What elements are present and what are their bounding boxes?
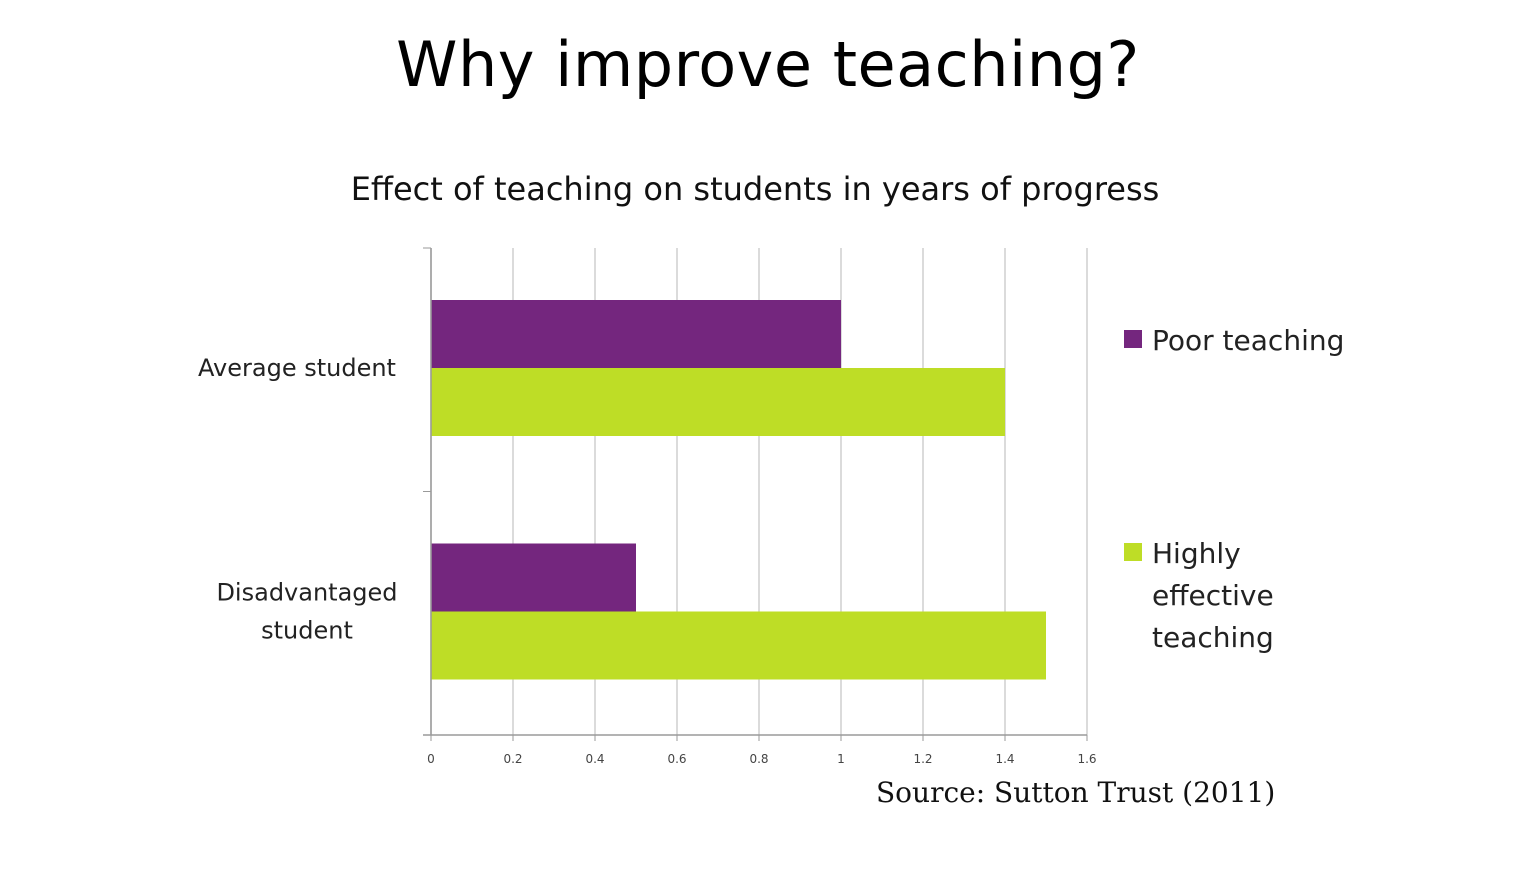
- legend-label: Poor teaching: [1152, 324, 1344, 357]
- x-tick-label: 0.8: [749, 752, 768, 766]
- legend-label: Highly effective teaching: [1152, 537, 1274, 654]
- legend-label-line: teaching: [1152, 621, 1274, 654]
- category-label-line: Average student: [198, 354, 396, 382]
- chart-title: Effect of teaching on students in years …: [350, 170, 1160, 208]
- source-caption: Source: Sutton Trust (2011): [876, 776, 1276, 809]
- legend-swatch: [1124, 543, 1142, 561]
- x-tick-label: 0: [427, 752, 435, 766]
- x-tick-label: 1.4: [995, 752, 1014, 766]
- x-tick-label: 1.6: [1077, 752, 1096, 766]
- bar-poor-0: [431, 300, 841, 368]
- category-label: Disadvantaged student: [216, 579, 397, 645]
- labels: 0 0.2 0.4 0.6 0.8 1 1.2 1.4 1.6 Average student Di…: [198, 354, 1097, 766]
- x-tick-label: 0.4: [585, 752, 604, 766]
- category-label: Average student: [198, 354, 396, 382]
- x-tick-label: 0.6: [667, 752, 686, 766]
- x-tick-label: 0.2: [503, 752, 522, 766]
- bar-effective-1: [431, 611, 1046, 680]
- slide-title: Why improve teaching?: [396, 28, 1140, 101]
- bars: [431, 300, 1046, 680]
- legend: Poor teaching Highly effective teaching: [1124, 324, 1344, 654]
- legend-label-line: effective: [1152, 579, 1274, 612]
- category-label-line: student: [261, 617, 353, 645]
- category-label-line: Disadvantaged: [216, 579, 397, 607]
- bar-poor-1: [431, 543, 636, 612]
- legend-label-line: Poor teaching: [1152, 324, 1344, 357]
- legend-label-line: Highly: [1152, 537, 1241, 570]
- x-tick-label: 1: [837, 752, 845, 766]
- legend-swatch: [1124, 330, 1142, 348]
- bar-effective-0: [431, 368, 1005, 436]
- axes: [423, 247, 1088, 741]
- x-tick-label: 1.2: [913, 752, 932, 766]
